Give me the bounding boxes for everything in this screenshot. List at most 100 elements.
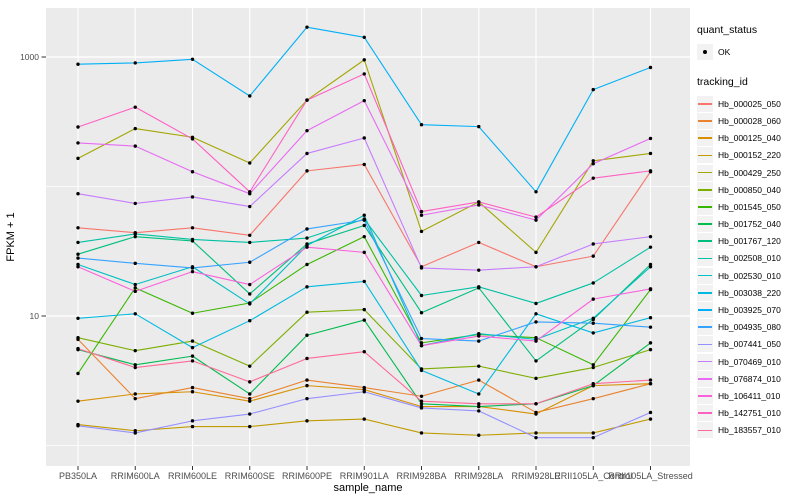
data-point bbox=[419, 209, 424, 214]
data-point bbox=[362, 213, 366, 217]
legend-item-Hb_001767_120: Hb_001767_120 bbox=[697, 233, 797, 250]
data-point bbox=[648, 151, 653, 156]
line-swatch-icon bbox=[698, 412, 712, 414]
data-point bbox=[190, 195, 195, 199]
x-axis-title: sample_name bbox=[333, 482, 402, 494]
data-point bbox=[133, 61, 137, 65]
legend-item-Hb_000028_060: Hb_000028_060 bbox=[697, 112, 797, 129]
data-point bbox=[419, 123, 424, 127]
data-point bbox=[133, 312, 137, 316]
legend-label: Hb_000025_050 bbox=[718, 98, 781, 109]
data-point bbox=[190, 170, 195, 174]
data-point bbox=[534, 435, 538, 440]
x-tick-label: PB350LA bbox=[59, 471, 97, 481]
data-point bbox=[362, 72, 366, 76]
data-point bbox=[305, 151, 309, 156]
data-point bbox=[248, 399, 252, 403]
legend-key-swatch bbox=[697, 370, 713, 387]
x-tick-label: RRII105LA_Stressed bbox=[608, 471, 693, 481]
data-point bbox=[477, 334, 481, 338]
legend-label: Hb_070469_010 bbox=[718, 356, 781, 367]
legend-label: Hb_142751_010 bbox=[718, 408, 781, 419]
data-point bbox=[419, 399, 424, 403]
data-point bbox=[534, 265, 538, 269]
data-point bbox=[419, 368, 424, 373]
data-point bbox=[248, 161, 252, 165]
data-point bbox=[419, 394, 424, 398]
legend-key-swatch bbox=[697, 130, 713, 147]
data-point bbox=[419, 311, 424, 315]
data-point bbox=[305, 128, 309, 133]
data-point bbox=[477, 378, 481, 382]
data-point bbox=[534, 250, 538, 255]
data-point bbox=[305, 98, 309, 102]
legend-key-swatch bbox=[697, 405, 713, 422]
data-point bbox=[419, 402, 424, 406]
line-swatch-icon bbox=[698, 120, 712, 122]
data-point bbox=[305, 169, 309, 173]
data-point bbox=[591, 316, 595, 320]
data-point bbox=[362, 234, 366, 239]
data-point bbox=[362, 390, 366, 394]
legend-title-tracking-id: tracking_id bbox=[697, 76, 748, 89]
legend-label: Hb_000125_040 bbox=[718, 133, 781, 144]
data-point bbox=[648, 265, 653, 269]
x-tick-label: RRIM600SE bbox=[225, 471, 275, 481]
data-point bbox=[648, 341, 653, 345]
data-point bbox=[477, 285, 481, 289]
data-point bbox=[190, 311, 195, 315]
line-swatch-icon bbox=[698, 102, 712, 105]
data-point bbox=[133, 431, 137, 435]
legend-item-Hb_003038_220: Hb_003038_220 bbox=[697, 284, 797, 301]
x-tick-label: RRIM928LE bbox=[511, 471, 560, 481]
data-point bbox=[648, 316, 653, 320]
data-point bbox=[248, 302, 252, 306]
line-swatch-icon bbox=[698, 137, 712, 139]
data-point bbox=[76, 399, 80, 403]
x-tick-label: RRIM928LA bbox=[454, 471, 503, 481]
data-point bbox=[419, 343, 424, 348]
data-point bbox=[362, 218, 366, 222]
legend-label: Hb_000028_060 bbox=[718, 115, 781, 126]
legend-label: Hb_076874_010 bbox=[718, 373, 781, 384]
data-point bbox=[248, 233, 252, 237]
line-swatch-icon bbox=[698, 395, 712, 397]
data-point bbox=[133, 144, 137, 148]
data-point bbox=[305, 356, 309, 361]
legend-key-swatch bbox=[697, 147, 713, 164]
legend-key-swatch bbox=[697, 353, 713, 370]
legend-title-quant-status: quant_status bbox=[697, 24, 758, 36]
legend-label: Hb_002530_010 bbox=[718, 270, 781, 281]
line-swatch-icon bbox=[698, 429, 712, 432]
data-point bbox=[534, 218, 538, 222]
data-point bbox=[419, 293, 424, 298]
data-point bbox=[133, 126, 137, 131]
legend-item-Hb_002530_010: Hb_002530_010 bbox=[697, 267, 797, 284]
data-point bbox=[76, 316, 80, 320]
x-tick-label: RRIM901LA bbox=[340, 471, 389, 481]
data-point bbox=[190, 226, 195, 230]
data-point bbox=[477, 331, 481, 336]
data-point bbox=[248, 94, 252, 98]
data-point bbox=[534, 190, 538, 194]
data-point bbox=[648, 417, 653, 421]
data-point bbox=[477, 433, 481, 437]
data-point bbox=[477, 268, 481, 272]
legend-label: Hb_001752_040 bbox=[718, 219, 781, 230]
data-point bbox=[362, 58, 366, 62]
data-point bbox=[362, 223, 366, 228]
line-swatch-icon bbox=[698, 326, 712, 328]
legend-label: Hb_183557_010 bbox=[718, 425, 781, 436]
y-tick-label: 10 bbox=[30, 311, 40, 321]
data-point bbox=[248, 318, 252, 323]
data-point bbox=[477, 240, 481, 245]
data-point bbox=[190, 424, 195, 429]
data-point bbox=[419, 341, 424, 345]
y-tick-label: 1000 bbox=[20, 52, 39, 62]
legend-item-Hb_000025_050: Hb_000025_050 bbox=[697, 95, 797, 112]
data-point bbox=[305, 227, 309, 231]
data-point bbox=[76, 252, 80, 256]
data-point bbox=[133, 365, 137, 370]
legend-label: Hb_003038_220 bbox=[718, 287, 781, 298]
